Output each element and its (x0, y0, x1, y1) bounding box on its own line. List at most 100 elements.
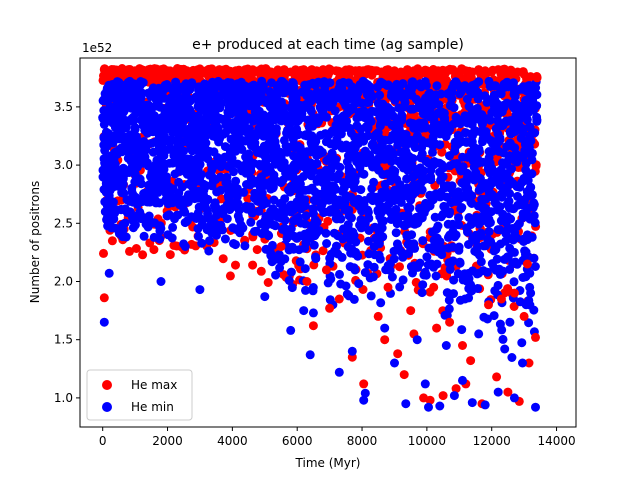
point-he-min (294, 245, 304, 255)
point-he-max (399, 370, 409, 380)
point-he-min (174, 157, 184, 167)
point-he-min (187, 146, 197, 156)
point-he-min (421, 101, 431, 111)
point-he-min (201, 99, 210, 109)
point-he-max (429, 282, 439, 292)
point-he-min (177, 82, 187, 92)
point-he-min (445, 207, 455, 217)
point-he-min (239, 187, 249, 197)
point-he-min (133, 144, 142, 153)
point-he-min (244, 149, 254, 159)
point-he-min (496, 89, 506, 99)
point-he-min (402, 230, 412, 240)
y-tick-label: 3.0 (54, 158, 73, 172)
point-he-min (418, 280, 428, 290)
point-he-min (383, 80, 393, 90)
point-he-min (393, 140, 403, 150)
point-he-max (484, 300, 493, 310)
point-he-min (401, 399, 411, 409)
point-he-min (375, 222, 385, 232)
point-he-min (133, 96, 143, 106)
point-he-max (432, 323, 442, 333)
point-he-min (139, 231, 149, 241)
point-he-min (525, 183, 535, 193)
point-he-min (510, 227, 520, 237)
point-he-min (201, 196, 211, 206)
point-he-min (364, 213, 374, 223)
point-he-min (156, 149, 166, 159)
chart-title: e+ produced at each time (ag sample) (192, 37, 464, 53)
point-he-min (172, 210, 182, 220)
point-he-min (263, 119, 273, 129)
point-he-min (376, 117, 386, 127)
point-he-min (451, 230, 461, 240)
point-he-min (224, 102, 234, 112)
point-he-min (461, 128, 471, 138)
point-he-min (425, 190, 435, 200)
point-he-min (490, 100, 500, 110)
x-axis-ticks: 0 2000 4000 6000 8000 10000 12000 14000 (99, 427, 576, 448)
point-he-min (432, 81, 442, 91)
point-he-min (269, 170, 279, 180)
point-he-max (458, 341, 467, 350)
point-he-min (180, 207, 190, 217)
point-he-min (305, 350, 315, 360)
point-he-min (148, 147, 158, 157)
point-he-min (372, 131, 381, 140)
point-he-min (328, 172, 338, 182)
point-he-min (306, 106, 316, 116)
point-he-min (364, 97, 374, 106)
point-he-min (193, 82, 203, 92)
point-he-min (491, 143, 501, 152)
point-he-max (149, 245, 159, 255)
point-he-min (530, 262, 540, 271)
point-he-min (281, 111, 291, 121)
point-he-min (504, 196, 514, 206)
point-he-min (514, 106, 524, 116)
point-he-min (187, 78, 197, 88)
point-he-min (165, 114, 175, 124)
point-he-min (409, 180, 419, 190)
point-he-min (315, 189, 325, 199)
point-he-min (131, 172, 141, 182)
point-he-min (298, 162, 308, 171)
point-he-min (168, 222, 178, 232)
point-he-min (411, 94, 421, 104)
x-tick-label: 0 (99, 434, 107, 448)
point-he-max (225, 271, 235, 281)
point-he-min (510, 114, 520, 124)
y-tick-label: 1.0 (54, 391, 73, 405)
point-he-min (112, 90, 122, 100)
point-he-min (133, 210, 143, 220)
point-he-min (471, 79, 481, 89)
point-he-min (516, 195, 526, 205)
point-he-min (204, 246, 214, 256)
point-he-min (440, 118, 450, 128)
point-he-min (295, 143, 305, 153)
point-he-min (139, 105, 149, 115)
point-he-min (314, 226, 324, 235)
point-he-min (405, 118, 415, 128)
point-he-min (495, 121, 505, 131)
point-he-max (125, 246, 134, 256)
point-he-min (496, 216, 506, 226)
point-he-min (363, 260, 373, 270)
point-he-max (323, 216, 333, 226)
point-he-min (341, 191, 351, 200)
point-he-min (371, 162, 381, 172)
point-he-min (139, 188, 149, 198)
point-he-min (127, 114, 137, 123)
point-he-min (292, 117, 302, 127)
point-he-min (474, 158, 484, 168)
point-he-min (443, 89, 452, 99)
point-he-min (102, 83, 112, 93)
scatter-points (99, 64, 542, 412)
point-he-min (484, 153, 494, 163)
point-he-min (493, 129, 503, 139)
point-he-min (129, 132, 139, 142)
point-he-min (186, 160, 196, 170)
point-he-min (176, 146, 186, 156)
point-he-min (108, 182, 118, 192)
point-he-min (271, 124, 281, 133)
point-he-min (140, 118, 149, 128)
